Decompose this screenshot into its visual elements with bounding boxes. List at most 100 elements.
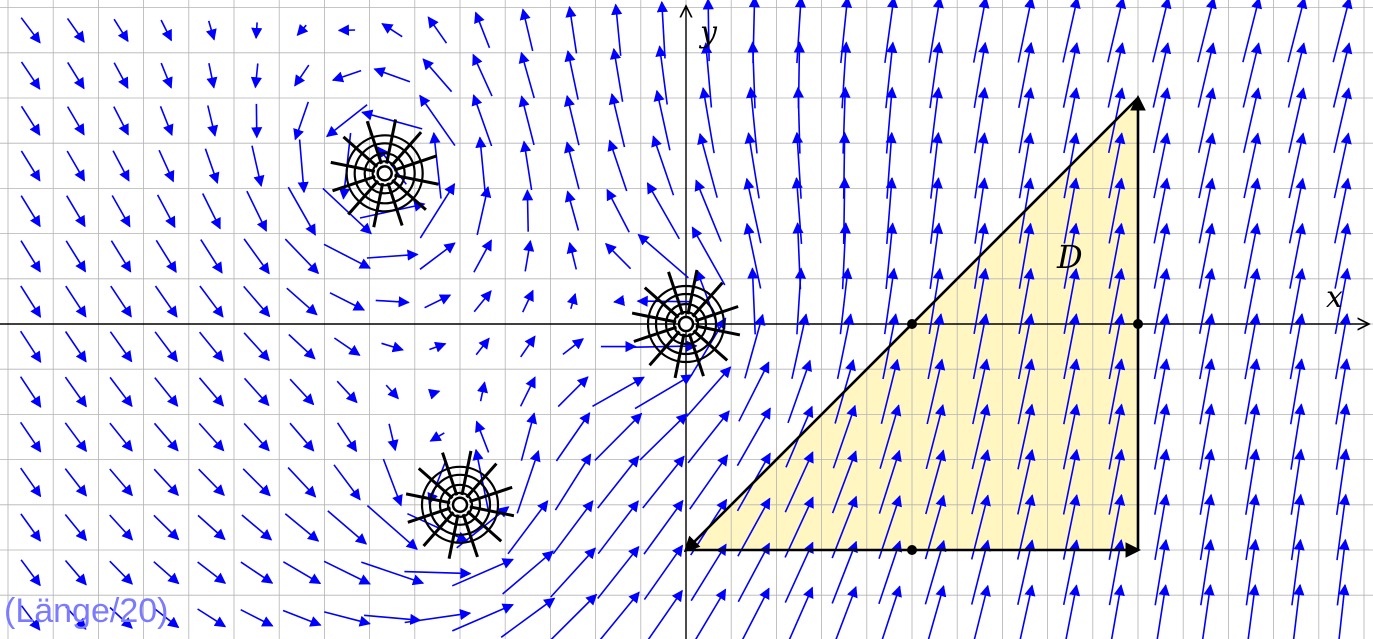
field-arrow [20,195,41,228]
field-arrow [605,242,632,270]
field-arrow [472,448,490,515]
field-arrow [66,17,85,43]
field-arrow [323,611,371,627]
field-arrow [364,613,422,625]
field-arrow [474,11,491,49]
field-arrow [207,105,219,137]
field-arrow [1334,312,1351,380]
field-arrow [519,376,536,407]
field-arrow [747,267,759,335]
field-arrow [1108,448,1126,515]
field-arrow [974,177,989,244]
field-arrow [1243,177,1262,244]
field-arrow [109,514,134,541]
field-arrow [885,176,897,244]
field-arrow [366,249,419,261]
field-arrow [694,179,722,242]
field-arrow [562,338,584,356]
field-arrow [451,558,514,587]
field-arrow [791,131,804,199]
field-arrow [974,132,989,199]
field-arrow [155,239,177,274]
field-arrow [1334,222,1352,289]
field-arrow [1242,42,1262,108]
field-arrow [153,422,179,452]
field-arrow [473,239,493,273]
field-arrow [831,450,858,514]
field-arrow [840,41,852,109]
field-arrow [925,449,947,515]
field-arrow [1063,313,1081,380]
field-arrow [1334,177,1352,244]
field-arrow [1199,493,1216,561]
field-arrow [502,550,554,595]
field-arrow [924,539,947,605]
field-arrow [422,58,453,93]
field-arrow [154,331,178,363]
field-arrow [738,361,770,422]
field-arrow [64,513,88,542]
field-arrow [1062,42,1081,108]
field-arrow [1245,448,1261,515]
field-arrow [880,358,901,424]
field-arrow [1017,403,1036,470]
field-arrow [153,607,180,629]
field-arrow [930,131,943,199]
field-arrow [64,331,87,363]
field-arrow [472,53,493,97]
field-arrow [1198,222,1216,289]
field-arrow [973,41,990,109]
field-arrow [361,109,423,130]
field-arrow [204,148,220,184]
field-arrow [1244,267,1261,334]
field-arrow [333,337,361,356]
field-arrow [885,131,897,199]
field-arrow [109,331,133,363]
field-arrow [566,292,578,310]
marked-point [907,545,917,555]
field-arrow [282,561,322,585]
field-arrow [926,358,946,425]
field-arrow [1152,42,1172,108]
length-scale-caption: (Länge/20) [4,592,168,630]
field-arrow [1110,584,1125,639]
field-arrow [1247,583,1260,639]
field-arrow [471,94,493,147]
field-arrow [929,86,944,154]
field-arrow [429,341,447,353]
field-arrow [646,182,680,240]
field-arrow [971,403,991,470]
field-arrow [198,468,225,497]
field-arrow [840,0,853,64]
field-arrow [1153,132,1171,199]
field-arrow [289,422,315,452]
field-arrow [156,194,176,229]
field-arrow [748,0,760,64]
field-arrow [1108,403,1126,470]
field-arrow [784,451,814,513]
field-arrow [323,560,371,585]
field-arrow [197,561,227,584]
field-arrow [655,45,668,105]
field-arrow [1201,583,1215,639]
y-axis-label: y [698,15,718,50]
field-arrow [419,182,456,239]
field-arrow [630,340,698,352]
field-arrow [419,242,456,270]
field-arrow [336,380,358,404]
field-arrow [206,63,218,89]
field-arrow [1199,448,1216,515]
field-arrow [284,238,320,275]
field-arrow [1198,132,1217,199]
field-arrow [929,41,944,109]
field-arrow [973,584,991,639]
field-arrow [240,608,274,627]
field-arrow [1018,86,1035,154]
field-arrow [322,187,372,235]
field-arrow [1336,493,1351,561]
field-arrow [1287,0,1308,63]
field-arrow [1244,358,1261,425]
field-arrow [20,559,41,587]
field-arrow [65,606,87,630]
field-arrow [112,150,130,182]
